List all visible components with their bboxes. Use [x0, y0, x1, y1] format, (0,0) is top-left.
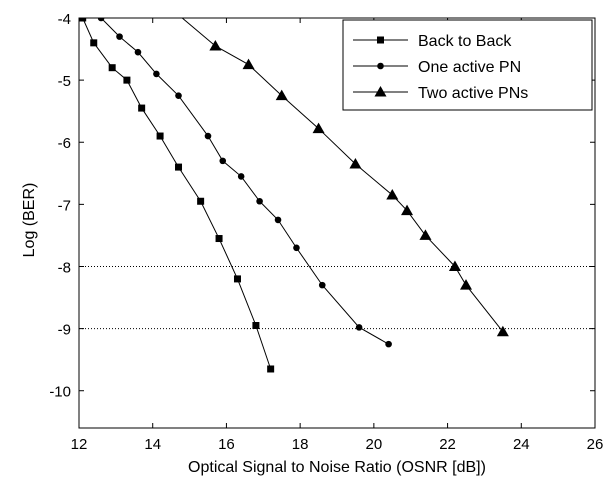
data-point-circle [219, 157, 227, 165]
data-point-triangle [419, 229, 432, 240]
series-layer [79, 18, 509, 373]
y-tick-label: -8 [58, 259, 71, 276]
data-point-triangle [275, 89, 288, 101]
y-tick-label: -9 [58, 322, 71, 339]
data-point-square [156, 132, 164, 140]
data-point-square [267, 365, 275, 373]
data-point-square [123, 76, 131, 84]
ticks: 12 14 16 18 20 22 24 26 -4 -5 -6 -7 -8 -9 -10 [49, 11, 603, 453]
data-point-circle [204, 132, 212, 140]
legend: Back to Back One active PN Two active PNs [342, 19, 593, 111]
legend-label: Back to Back [418, 33, 512, 50]
data-point-circle [97, 18, 105, 22]
series-square [79, 18, 275, 373]
x-tick-label: 26 [587, 436, 604, 453]
data-point-circle [256, 197, 263, 205]
plot-frame [78, 17, 596, 429]
data-point-triangle [496, 325, 509, 337]
y-tick-label: -5 [58, 73, 71, 90]
data-point-triangle [374, 86, 387, 97]
data-point-square [79, 18, 87, 22]
data-point-circle [153, 70, 160, 78]
data-point-circle [355, 324, 363, 331]
data-point-triangle [209, 39, 222, 51]
legend-label: One active PN [418, 59, 521, 76]
data-point-triangle [312, 122, 325, 134]
data-point-circle [175, 92, 182, 99]
x-tick-label: 20 [366, 436, 383, 453]
x-tick-label: 18 [292, 436, 309, 453]
x-axis-title: Optical Signal to Noise Ratio (OSNR [dB]… [188, 459, 486, 476]
legend-label: Two active PNs [418, 85, 528, 102]
data-point-circle [293, 244, 300, 252]
data-point-circle [377, 62, 384, 70]
y-tick-label: -4 [58, 11, 71, 28]
data-point-square [252, 322, 260, 329]
y-tick-label: -7 [58, 197, 71, 214]
data-point-circle [385, 340, 392, 348]
y-tick-label: -6 [58, 135, 71, 152]
x-tick-label: 24 [513, 436, 530, 453]
series-line [82, 18, 272, 370]
data-point-square [138, 104, 146, 112]
y-axis-title: Log (BER) [21, 183, 38, 258]
series-triangle [181, 18, 509, 337]
data-point-triangle [349, 157, 362, 169]
data-point-square [377, 36, 384, 44]
data-point-circle [116, 33, 123, 40]
data-point-circle [237, 173, 245, 180]
data-point-circle [318, 281, 326, 289]
data-point-triangle [386, 189, 399, 200]
series-line [100, 18, 389, 345]
data-point-circle [134, 48, 142, 56]
series-circle [97, 18, 392, 348]
data-point-square [215, 235, 223, 243]
data-point-square [233, 275, 241, 283]
x-tick-label: 14 [144, 436, 161, 453]
data-point-square [90, 39, 98, 47]
data-point-square [175, 163, 183, 171]
x-tick-label: 16 [218, 436, 235, 453]
x-tick-label: 22 [439, 436, 456, 453]
data-point-triangle [448, 260, 461, 271]
data-point-square [197, 197, 205, 205]
data-point-triangle [242, 58, 255, 70]
data-point-circle [274, 216, 282, 224]
data-point-square [108, 64, 116, 72]
y-tick-label: -10 [49, 384, 71, 401]
data-point-triangle [460, 279, 472, 290]
x-tick-label: 12 [71, 436, 88, 453]
grid [79, 265, 595, 330]
data-point-triangle [401, 204, 414, 216]
